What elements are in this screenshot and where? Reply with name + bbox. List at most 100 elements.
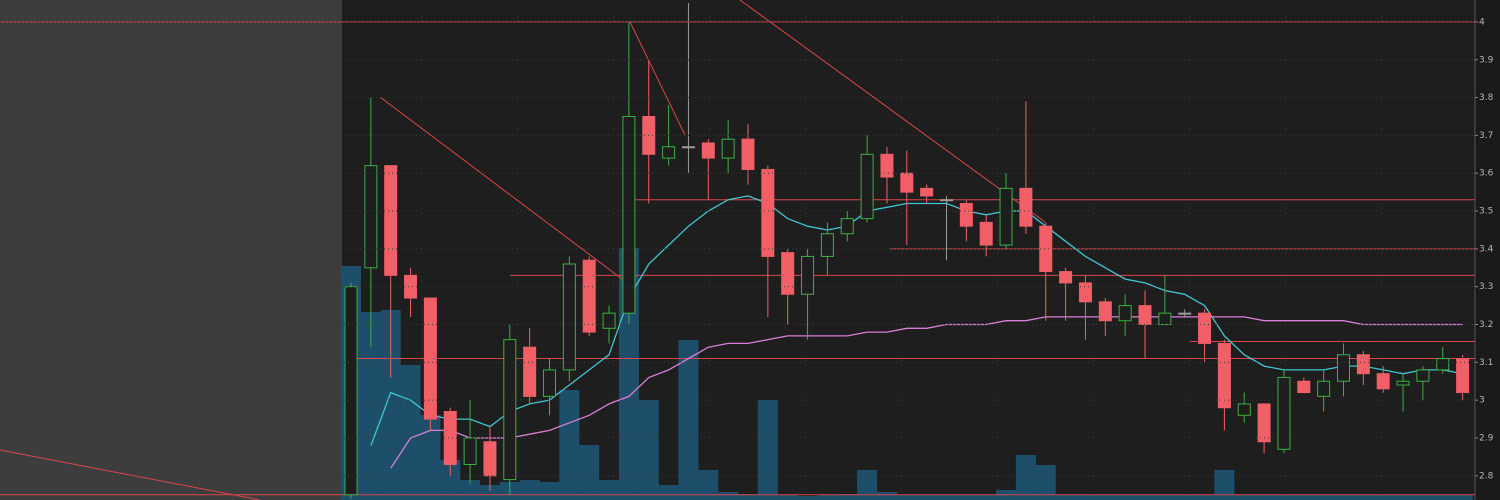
candle-body [1118, 305, 1132, 322]
volume-bar [1273, 495, 1294, 500]
candle-body [443, 410, 457, 465]
candle-body [1416, 369, 1430, 382]
candle-body [761, 168, 775, 257]
axis-layer: 2.8 2.9 3 3.1 3.2 3.3 3.4 3.5 3.6 3.7 3.8 3.9 4 [0, 17, 1494, 481]
volume-bar [837, 494, 858, 500]
y-tick-label: 3.2 [1479, 320, 1493, 330]
candle-body [801, 255, 815, 295]
candle-body [1198, 312, 1212, 344]
candle-body [721, 138, 735, 159]
moving-average [370, 195, 1463, 446]
volume-bar [1015, 455, 1036, 500]
candle-body [344, 286, 358, 496]
volume-bar [1154, 495, 1175, 500]
trend-line [0, 449, 261, 500]
candle-body [543, 369, 556, 397]
candle-body [1158, 312, 1172, 326]
volume-bar [1432, 495, 1453, 500]
trend-line [629, 21, 686, 136]
candle-body [840, 218, 854, 235]
volume-bar [916, 495, 937, 500]
premarket-shade [0, 0, 342, 500]
candle-body [1098, 301, 1112, 322]
volume-bar [718, 492, 739, 500]
candle-body [1277, 376, 1291, 450]
volume-bar [738, 494, 758, 500]
volume-bar [420, 415, 441, 500]
candle-body [562, 263, 576, 371]
volume-bar [539, 482, 560, 500]
candle-body [1297, 380, 1311, 394]
volume-bar [1234, 495, 1255, 500]
price-axis [1475, 0, 1500, 500]
candle-body [860, 153, 874, 220]
volume-bar [1412, 495, 1433, 500]
candle-body [1059, 271, 1073, 284]
candle-body [1376, 373, 1390, 390]
volume-bar [1373, 495, 1394, 500]
volume-bar [400, 365, 421, 500]
volume-bar [599, 480, 620, 500]
candle-body [622, 115, 636, 314]
volume-bar [757, 400, 778, 500]
candle-body [483, 441, 497, 477]
candle-body [1257, 403, 1271, 443]
y-tick-label: 2.9 [1479, 433, 1494, 443]
ma-layer [370, 195, 1463, 469]
volume-bar [1194, 495, 1215, 500]
volume-bar [956, 495, 977, 500]
volume-bar [976, 495, 997, 500]
volume-bar [1214, 470, 1235, 500]
volume-bar [817, 495, 838, 500]
volume-bar [1075, 495, 1096, 500]
candle-body [1217, 342, 1231, 409]
candle-body [1396, 380, 1410, 386]
volume-bar [1293, 495, 1314, 500]
candle-body [503, 339, 517, 481]
trend-line [739, 0, 1046, 223]
trend-line [379, 96, 631, 286]
volume-bar [1055, 495, 1076, 500]
candle-body [959, 202, 973, 227]
y-tick-label: 2.8 [1479, 471, 1494, 481]
volume-bar [1095, 495, 1116, 500]
volume-bar [1452, 495, 1473, 500]
volume-bar [1393, 495, 1414, 500]
candle-body [1317, 380, 1331, 397]
volume-bar [857, 470, 878, 500]
candle-body [741, 138, 755, 170]
volume-bar [1353, 495, 1374, 500]
volume-bar [380, 310, 401, 500]
volume-bar [797, 496, 818, 500]
candle-body [1138, 305, 1152, 326]
candle-body [920, 187, 934, 197]
candle-body [1356, 354, 1370, 375]
volume-bar [1313, 495, 1334, 500]
y-tick-label: 3.3 [1479, 282, 1493, 292]
y-tick-label: 3.5 [1479, 207, 1493, 217]
volume-bar [1174, 495, 1195, 500]
volume-bar [777, 495, 798, 500]
candles-layer [344, 3, 1470, 499]
y-tick-label: 4 [1479, 17, 1485, 27]
volume-bar [440, 460, 461, 500]
volume-bar [698, 470, 719, 500]
moving-average [390, 316, 1463, 469]
y-tick-label: 3.1 [1479, 358, 1493, 368]
candle-body [1078, 282, 1092, 303]
candle-body [662, 146, 676, 159]
candle-body [880, 153, 894, 178]
candle-body [979, 221, 993, 246]
y-tick-label: 3.4 [1479, 244, 1494, 254]
candle-body [423, 297, 437, 420]
candle-body [523, 346, 537, 397]
candle-body [1337, 354, 1350, 382]
candle-body [1178, 312, 1192, 315]
volume-bar [678, 340, 699, 500]
y-tick-label: 3.6 [1479, 169, 1494, 179]
candle-body [900, 172, 914, 193]
candle-body [364, 165, 378, 269]
volume-bar [559, 390, 580, 500]
candle-body [681, 146, 695, 149]
